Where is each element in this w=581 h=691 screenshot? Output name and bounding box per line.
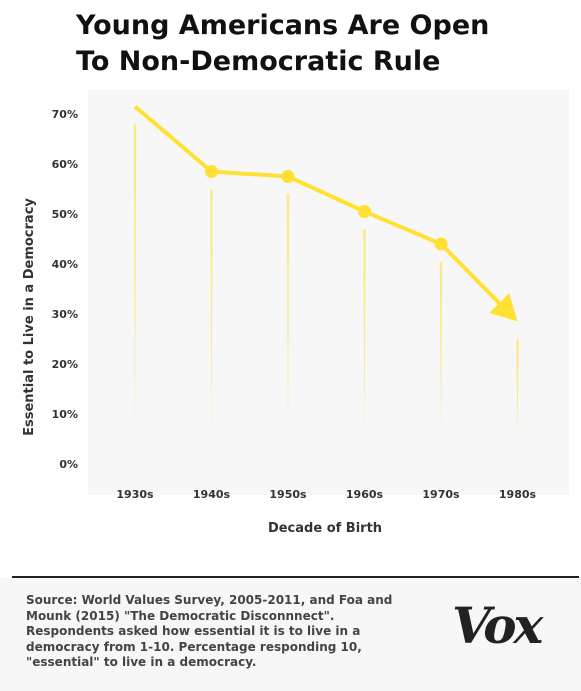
x-tick-label: 1950s [269, 488, 307, 501]
data-points-layer [205, 165, 448, 251]
chart-title-line-1: Young Americans Are Open [76, 10, 490, 41]
x-tick-label: 1940s [193, 488, 231, 501]
plot-background [88, 90, 569, 495]
series-line [133, 104, 501, 305]
value-stem [516, 339, 519, 436]
data-point [358, 205, 371, 218]
data-point [205, 165, 218, 178]
y-tick-label: 40% [52, 258, 78, 271]
y-tick-label: 70% [52, 108, 78, 121]
data-point [434, 237, 448, 251]
value-stem [439, 262, 443, 436]
x-tick-label: 1930s [116, 488, 154, 501]
footer-divider [12, 576, 579, 578]
source-note: Source: World Values Survey, 2005-2011, … [26, 593, 393, 670]
value-stem [286, 194, 290, 436]
chart-title: Young Americans Are Open To Non-Democrat… [76, 8, 489, 80]
x-tick-label: 1980s [499, 488, 537, 501]
x-axis-ticks: 1930s 1940s 1950s 1960s 1970s 1980s [116, 488, 536, 501]
y-tick-label: 0% [59, 458, 78, 471]
y-axis-label: Essential to Live in a Democracy [22, 198, 37, 436]
value-stem [363, 229, 366, 436]
x-axis-label: Decade of Birth [268, 521, 382, 536]
y-tick-label: 60% [52, 158, 78, 171]
y-tick-label: 30% [52, 308, 78, 321]
vox-logo: Vox [452, 596, 543, 655]
y-tick-label: 20% [52, 358, 78, 371]
line-chart: 0%10%20%30%40%50%60%70% 1930s 1940s 1950s 1… [22, 90, 569, 536]
chart-title-line-2: To Non-Democratic Rule [76, 46, 441, 77]
value-stem [133, 124, 137, 436]
stems-layer [133, 124, 519, 436]
series-arrowhead [489, 293, 518, 322]
value-stem [210, 189, 213, 436]
data-point [281, 170, 295, 183]
x-tick-label: 1960s [346, 488, 384, 501]
x-tick-label: 1970s [422, 488, 460, 501]
y-tick-label: 50% [52, 208, 78, 221]
footer: Source: World Values Survey, 2005-2011, … [0, 578, 581, 691]
y-axis-ticks: 0% 10% 20% 30% 40% 50% 60% 70% [52, 108, 78, 471]
y-tick-label: 10% [52, 408, 78, 421]
